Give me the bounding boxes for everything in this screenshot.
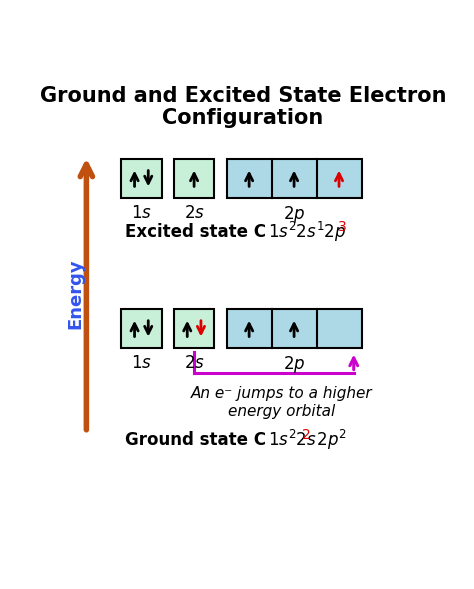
Bar: [121, 159, 162, 198]
Text: $1s^{2}2s^{}2p^{2}$: $1s^{2}2s^{}2p^{2}$: [268, 428, 347, 452]
Text: $1s^{2}2s^{1}2p^{}$: $1s^{2}2s^{1}2p^{}$: [268, 220, 347, 244]
Text: An e⁻ jumps to a higher
energy orbital: An e⁻ jumps to a higher energy orbital: [191, 386, 373, 419]
Text: Ground and Excited State Electron: Ground and Excited State Electron: [40, 86, 446, 106]
Text: Ground state C: Ground state C: [125, 431, 266, 449]
Text: $2p$: $2p$: [283, 354, 305, 375]
Text: $2s$: $2s$: [183, 204, 205, 222]
Bar: [227, 159, 362, 198]
Bar: [174, 309, 214, 348]
Text: $2$: $2$: [301, 428, 310, 442]
Text: $3$: $3$: [337, 220, 346, 234]
Text: $2s$: $2s$: [183, 354, 205, 372]
Bar: [121, 309, 162, 348]
Bar: [227, 309, 362, 348]
Text: Excited state C: Excited state C: [125, 223, 266, 241]
Text: $2p$: $2p$: [283, 204, 305, 225]
Text: Configuration: Configuration: [162, 108, 324, 128]
Text: Energy: Energy: [66, 259, 84, 329]
Bar: [174, 159, 214, 198]
Text: $1s$: $1s$: [131, 204, 152, 222]
Text: $1s$: $1s$: [131, 354, 152, 372]
